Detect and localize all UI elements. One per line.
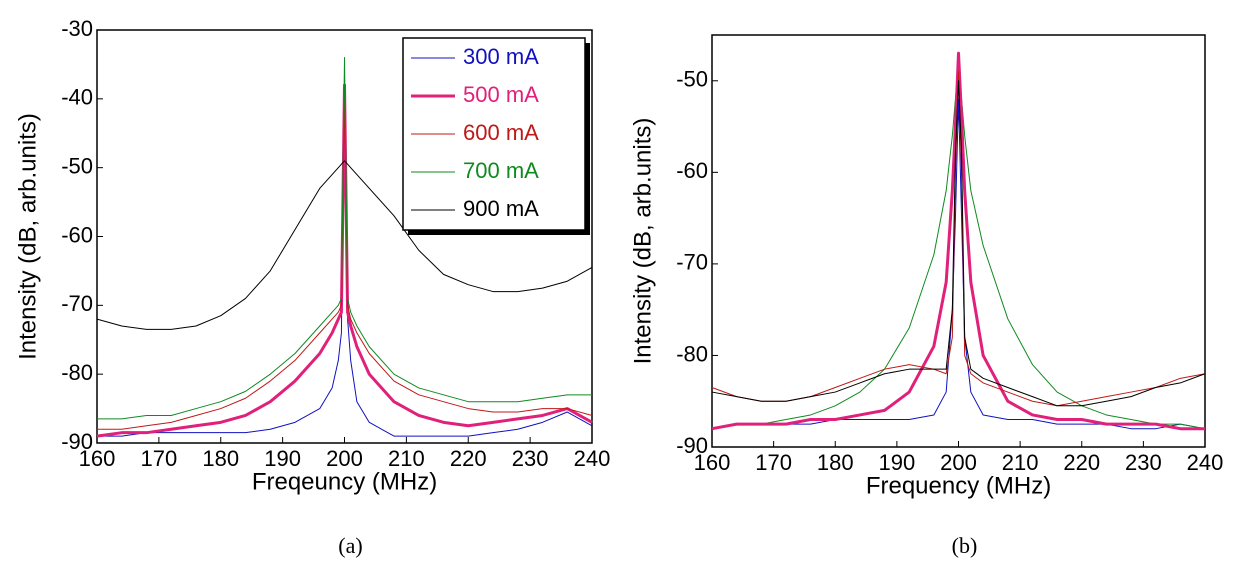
y-tick-label: -70: [61, 291, 93, 316]
x-tick-label: 240: [1187, 450, 1224, 475]
x-axis-label: Frequency (MHz): [866, 472, 1051, 499]
x-tick-label: 190: [264, 446, 301, 471]
legend-label: 500 mA: [463, 82, 539, 107]
legend-label: 900 mA: [463, 196, 539, 221]
legend-label: 300 mA: [463, 44, 539, 69]
chart-panel: -90 -80 -70 -60 -50 -40 -30 160 170 180 190 200 210 2…: [14, 16, 610, 558]
series-line: [711, 80, 1206, 407]
y-tick-label: -50: [676, 67, 708, 92]
series-line: [711, 71, 1206, 407]
plot-area: [711, 34, 1206, 448]
caption: (b): [952, 533, 978, 558]
x-tick-label: 160: [79, 446, 116, 471]
x-tick-label: 210: [388, 446, 425, 471]
y-axis-label: Intensity (dB, arb.units): [14, 113, 41, 360]
y-tick-label: -60: [676, 158, 708, 183]
x-axis-label: Freqeuncy (MHz): [252, 468, 437, 495]
y-tick-label: -80: [676, 341, 708, 366]
y-tick-label: -70: [676, 250, 708, 275]
x-tick-label: 210: [1002, 450, 1039, 475]
y-axis-label: Intensity (dB, arb.units): [629, 118, 656, 365]
y-tick-label: -60: [61, 222, 93, 247]
y-tick-label: -50: [61, 153, 93, 178]
x-tick-label: 230: [512, 446, 549, 471]
y-tick-label: -40: [61, 85, 93, 110]
x-tick-label: 230: [1125, 450, 1162, 475]
legend-label: 600 mA: [463, 120, 539, 145]
x-tick-label: 180: [817, 450, 854, 475]
series-line: [97, 57, 592, 420]
x-tick-label: 240: [574, 446, 611, 471]
caption: (a): [338, 533, 362, 558]
chart-panel: -90 -80 -70 -60 -50 160 170 180 190 200 210 220 230 2…: [629, 34, 1224, 558]
y-tick-label: -90: [676, 433, 708, 458]
x-tick-label: 170: [141, 446, 178, 471]
series-line: [96, 160, 593, 330]
y-tick-label: -90: [61, 429, 93, 454]
x-tick-label: 180: [202, 446, 239, 471]
legend-label: 700 mA: [463, 158, 539, 183]
y-tick-label: -30: [61, 16, 93, 41]
x-tick-label: 160: [694, 450, 731, 475]
x-tick-label: 220: [1063, 450, 1100, 475]
x-tick-label: 200: [326, 446, 363, 471]
x-tick-label: 170: [755, 450, 792, 475]
x-tick-label: 190: [879, 450, 916, 475]
series-line: [711, 51, 1205, 431]
y-tick-label: -80: [61, 360, 93, 385]
x-tick-label: 220: [450, 446, 487, 471]
x-tick-label: 200: [940, 450, 977, 475]
series-line: [711, 98, 1206, 430]
